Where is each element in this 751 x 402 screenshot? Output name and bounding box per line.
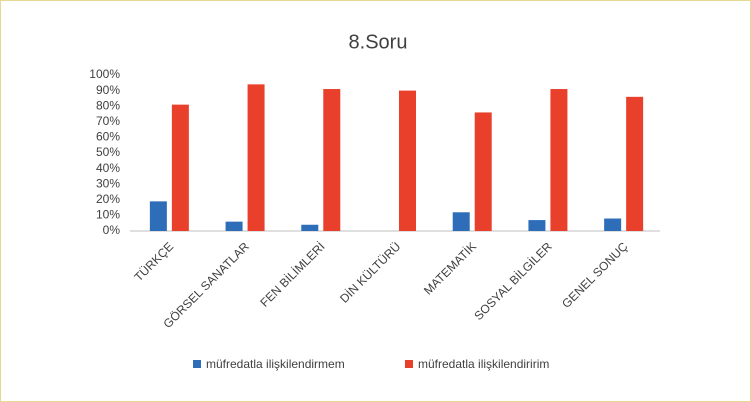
- y-tick-label: 10%: [96, 208, 120, 222]
- legend-swatch: [193, 360, 201, 368]
- y-tick-label: 70%: [96, 114, 120, 128]
- bar: [626, 96, 644, 231]
- chart-title: 8.Soru: [349, 31, 408, 53]
- bar: [247, 84, 265, 231]
- y-tick-label: 40%: [96, 161, 120, 175]
- y-tick-label: 100%: [89, 67, 120, 81]
- y-tick-label: 20%: [96, 192, 120, 206]
- bar: [550, 89, 568, 231]
- legend-label: müfredatla ilişkilendiririm: [418, 357, 549, 371]
- bar: [452, 212, 470, 231]
- bar: [301, 224, 319, 231]
- legend-swatch: [405, 360, 413, 368]
- bar: [149, 201, 167, 231]
- bar: [171, 104, 189, 231]
- legend-label: müfredatla ilişkilendirmem: [206, 357, 345, 371]
- y-tick-label: 90%: [96, 83, 120, 97]
- bar: [604, 218, 622, 231]
- y-tick-label: 60%: [96, 130, 120, 144]
- y-tick-label: 30%: [96, 176, 120, 190]
- bar: [225, 221, 243, 231]
- y-tick-label: 80%: [96, 98, 120, 112]
- bar: [399, 90, 416, 231]
- y-tick-label: 50%: [96, 145, 120, 159]
- bar: [323, 89, 341, 231]
- bar: [474, 112, 492, 231]
- bar: [528, 220, 546, 231]
- y-tick-label: 0%: [103, 223, 121, 237]
